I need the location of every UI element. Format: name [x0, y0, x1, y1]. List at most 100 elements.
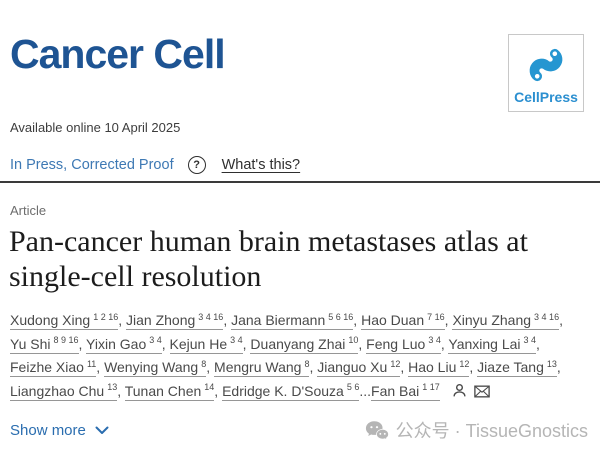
author-link[interactable]: Jiaze Tang 13: [477, 358, 557, 378]
author-link[interactable]: Duanyang Zhai 10: [250, 335, 359, 354]
author-separator: ,: [556, 359, 561, 376]
author-separator: ,: [309, 359, 318, 376]
help-icon[interactable]: ?: [187, 156, 206, 174]
author-affiliation-superscript: 10: [348, 335, 359, 346]
author-name: Jana Biermann: [231, 312, 326, 329]
author-separator: ,: [353, 312, 362, 329]
author-link[interactable]: Jana Biermann 5 6 16: [231, 311, 354, 331]
author-link[interactable]: Hao Duan 7 16: [361, 311, 445, 331]
author-link[interactable]: Jian Zhong 3 4 16: [126, 311, 224, 331]
author-link[interactable]: Edridge K. D'Souza 5 6: [222, 382, 360, 401]
article-title-line2: single-cell resolution: [9, 260, 262, 294]
author-name: Yixin Gao: [86, 335, 147, 352]
article-type-label: Article: [10, 203, 47, 218]
author-link[interactable]: Mengru Wang 8: [214, 358, 310, 378]
author-separator: ,: [223, 312, 232, 329]
show-more-button[interactable]: Show more: [10, 422, 109, 439]
author-link[interactable]: Yanxing Lai 3 4: [448, 335, 537, 354]
author-name: Fan Bai: [371, 382, 420, 399]
cellpress-logo-text: CellPress: [514, 88, 578, 105]
author-name: Jian Zhong: [126, 312, 196, 329]
author-affiliation-superscript: 13: [546, 358, 557, 369]
author-separator: ,: [469, 359, 478, 376]
author-name: Kejun He: [169, 335, 228, 352]
author-separator: ,: [206, 359, 215, 376]
author-separator: ,: [161, 335, 170, 352]
cellpress-swirl-icon: [529, 48, 563, 81]
author-affiliation-superscript: 14: [204, 382, 215, 393]
author-affiliation-superscript: 12: [390, 358, 401, 369]
author-affiliation-superscript: 5 6 16: [328, 311, 354, 322]
in-press-status[interactable]: In Press, Corrected Proof: [10, 157, 174, 173]
whats-this-link[interactable]: What's this?: [221, 157, 301, 173]
author-name: Hao Liu: [408, 359, 457, 376]
author-affiliation-superscript: 1 17: [422, 382, 440, 393]
author-affiliation-superscript: 3 4: [230, 335, 243, 346]
show-more-label: Show more: [10, 421, 86, 439]
author-link[interactable]: Feizhe Xiao 11: [10, 358, 97, 378]
author-link[interactable]: Yixin Gao 3 4: [86, 335, 162, 354]
author-name: Feng Luo: [366, 335, 426, 352]
cellpress-logo[interactable]: CellPress: [508, 34, 584, 112]
author-name: Xudong Xing: [10, 312, 91, 329]
author-link[interactable]: Kejun He 3 4: [169, 335, 243, 354]
author-link[interactable]: Yu Shi 8 9 16: [10, 335, 79, 354]
author-affiliation-superscript: 1 2 16: [93, 311, 119, 322]
author-affiliation-superscript: 11: [86, 358, 97, 369]
divider: [0, 181, 600, 183]
author-link[interactable]: Feng Luo 3 4: [366, 335, 441, 354]
author-affiliation-superscript: 8: [201, 358, 207, 369]
author-affiliation-superscript: 8: [304, 358, 310, 369]
author-link[interactable]: Jianguo Xu 12: [317, 358, 401, 378]
author-name: Mengru Wang: [214, 359, 302, 376]
author-link[interactable]: Liangzhao Chu 13: [10, 382, 118, 401]
author-name: Yu Shi: [10, 335, 51, 352]
author-link[interactable]: Xudong Xing 1 2 16: [10, 311, 119, 331]
author-affiliation-superscript: 3 4: [149, 335, 162, 346]
author-affiliation-superscript: 3 4: [428, 335, 441, 346]
status-row: In Press, Corrected Proof ? What's this?: [10, 156, 600, 174]
author-name: Wenying Wang: [104, 359, 199, 376]
author-link[interactable]: Wenying Wang 8: [104, 358, 207, 378]
author-affiliation-superscript: 3 4 16: [198, 311, 224, 322]
author-separator: ,: [444, 312, 453, 329]
author-separator: ...: [359, 382, 372, 399]
email-icon[interactable]: [473, 385, 490, 398]
author-separator: ,: [96, 359, 105, 376]
author-separator: ,: [559, 312, 563, 329]
author-link[interactable]: Fan Bai 1 17: [371, 382, 440, 401]
author-name: Jianguo Xu: [317, 359, 388, 376]
author-separator: ,: [118, 312, 126, 329]
author-name: Yanxing Lai: [448, 335, 521, 352]
author-affiliation-superscript: 3 4 16: [534, 311, 560, 322]
journal-header: Cancer Cell CellPress: [0, 0, 600, 112]
author-separator: ,: [440, 335, 449, 352]
author-name: Hao Duan: [361, 312, 425, 329]
author-affiliation-superscript: 8 9 16: [53, 335, 79, 346]
author-affiliation-superscript: 12: [459, 358, 470, 369]
bottom-row: Show more 公众号 · TissueGnostics: [10, 417, 588, 443]
author-link[interactable]: Tunan Chen 14: [124, 382, 215, 401]
author-link[interactable]: Hao Liu 12: [408, 358, 470, 378]
author-name: Xinyu Zhang: [452, 312, 532, 329]
wechat-icon: [365, 421, 389, 441]
author-name: Tunan Chen: [124, 382, 202, 399]
author-affiliation-superscript: 3 4: [523, 335, 537, 346]
article-title: Pan-cancer human brain metastases atlas …: [9, 224, 588, 294]
author-name: Jiaze Tang: [477, 359, 544, 376]
corresponding-author-icons: [449, 383, 490, 399]
author-list: Xudong Xing 1 2 16, Jian Zhong 3 4 16, Jan…: [10, 309, 586, 403]
available-online-date: Available online 10 April 2025: [10, 120, 181, 135]
author-name: Liangzhao Chu: [10, 382, 105, 399]
person-icon[interactable]: [452, 383, 467, 398]
author-link[interactable]: Xinyu Zhang 3 4 16: [452, 311, 560, 331]
journal-title[interactable]: Cancer Cell: [10, 31, 226, 77]
author-name: Duanyang Zhai: [250, 335, 346, 352]
author-name: Feizhe Xiao: [10, 359, 84, 376]
author-name: Edridge K. D'Souza: [222, 382, 344, 399]
watermark: 公众号 · TissueGnostics: [365, 417, 588, 443]
author-separator: ,: [400, 359, 409, 376]
author-affiliation-superscript: 5 6: [346, 382, 360, 393]
author-affiliation-superscript: 13: [107, 382, 118, 393]
author-affiliation-superscript: 7 16: [427, 311, 445, 322]
